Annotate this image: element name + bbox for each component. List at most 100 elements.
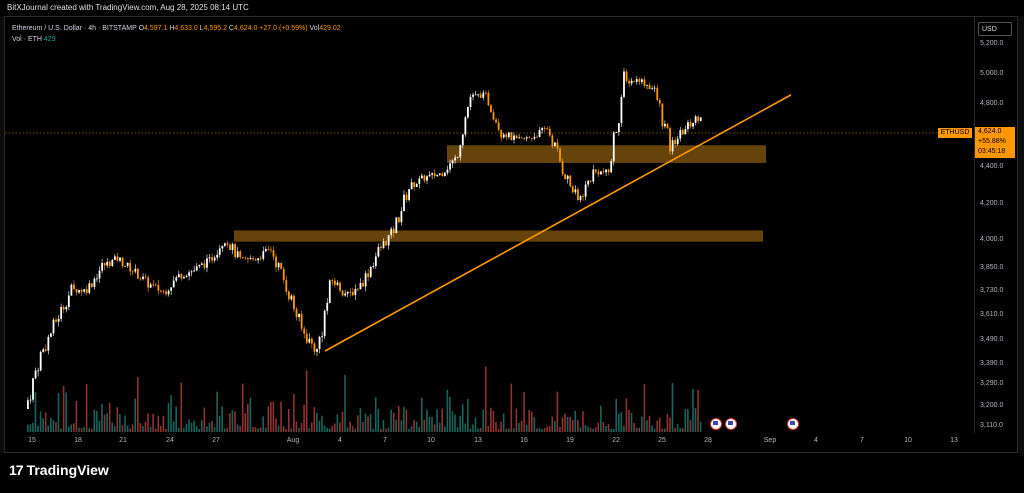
candle[interactable] [259, 258, 262, 260]
candle[interactable] [42, 349, 45, 352]
candle[interactable] [610, 161, 613, 173]
candle[interactable] [605, 169, 607, 173]
candle[interactable] [510, 132, 513, 140]
candle[interactable] [93, 278, 96, 288]
candle[interactable] [390, 228, 393, 236]
candle[interactable] [37, 370, 40, 372]
candle[interactable] [431, 173, 434, 175]
candle[interactable] [195, 266, 198, 271]
candle[interactable] [403, 194, 405, 212]
candle[interactable] [298, 313, 300, 318]
candle[interactable] [52, 319, 55, 334]
candle[interactable] [528, 137, 531, 139]
candle[interactable] [231, 244, 234, 250]
candle[interactable] [405, 194, 408, 200]
candle[interactable] [633, 80, 636, 82]
candle[interactable] [426, 176, 428, 181]
candle[interactable] [694, 116, 697, 123]
candle[interactable] [226, 243, 229, 245]
candle[interactable] [188, 272, 190, 276]
candle[interactable] [351, 291, 354, 296]
candle[interactable] [29, 399, 32, 401]
candle[interactable] [579, 196, 582, 201]
candle[interactable] [566, 175, 569, 180]
candle[interactable] [507, 132, 510, 137]
candle[interactable] [80, 290, 83, 292]
candle[interactable] [129, 262, 132, 272]
candle[interactable] [584, 184, 587, 197]
candle[interactable] [354, 288, 357, 296]
candle[interactable] [124, 265, 127, 267]
candle[interactable] [395, 217, 398, 234]
candle[interactable] [75, 289, 78, 293]
candle[interactable] [27, 400, 29, 409]
candle[interactable] [651, 88, 654, 90]
candle[interactable] [625, 71, 628, 81]
candle[interactable] [487, 92, 490, 106]
candle[interactable] [428, 174, 431, 177]
candle[interactable] [144, 276, 147, 278]
candle[interactable] [600, 171, 602, 175]
us-event-flag-icon[interactable] [710, 418, 722, 430]
candle[interactable] [262, 251, 265, 259]
candle[interactable] [484, 92, 487, 94]
candle[interactable] [85, 289, 88, 293]
candle[interactable] [464, 117, 467, 135]
candle[interactable] [681, 130, 684, 135]
candle[interactable] [459, 145, 462, 158]
candle[interactable] [538, 130, 541, 137]
candle[interactable] [282, 268, 285, 281]
candle[interactable] [587, 180, 590, 185]
candle[interactable] [277, 263, 280, 268]
candle[interactable] [44, 349, 47, 351]
candle[interactable] [449, 163, 451, 170]
candle[interactable] [142, 276, 144, 280]
candle[interactable] [684, 129, 687, 135]
ascending-trendline[interactable] [324, 94, 792, 352]
candle[interactable] [293, 295, 295, 310]
price-axis[interactable] [974, 17, 1019, 433]
candle[interactable] [617, 123, 620, 133]
candle[interactable] [607, 169, 610, 173]
candle[interactable] [147, 277, 150, 288]
candle[interactable] [149, 284, 152, 288]
candle[interactable] [32, 378, 34, 400]
candle[interactable] [418, 178, 421, 184]
candle[interactable] [162, 290, 165, 292]
candle[interactable] [229, 244, 231, 250]
candle[interactable] [175, 277, 178, 281]
candle[interactable] [285, 280, 288, 292]
candle[interactable] [548, 128, 551, 136]
candle[interactable] [65, 307, 68, 310]
candle[interactable] [170, 287, 173, 291]
candle[interactable] [223, 243, 226, 246]
candle[interactable] [39, 351, 42, 371]
candle[interactable] [541, 128, 544, 131]
candle[interactable] [218, 248, 221, 255]
candle[interactable] [392, 228, 395, 234]
candle[interactable] [73, 284, 75, 290]
candle[interactable] [436, 174, 439, 177]
candle[interactable] [410, 182, 413, 190]
candle[interactable] [546, 128, 549, 130]
candle[interactable] [206, 258, 208, 268]
candle[interactable] [272, 250, 275, 257]
candle[interactable] [400, 211, 403, 223]
candle[interactable] [630, 80, 633, 84]
candle[interactable] [564, 174, 567, 180]
candle[interactable] [357, 288, 359, 290]
candle[interactable] [689, 122, 692, 127]
candle[interactable] [441, 173, 444, 177]
candle[interactable] [505, 134, 508, 137]
candle[interactable] [119, 257, 121, 261]
support-resistance-zone[interactable] [447, 145, 766, 163]
candle[interactable] [106, 261, 109, 266]
candle[interactable] [267, 248, 270, 250]
candle[interactable] [415, 183, 418, 188]
candle[interactable] [525, 137, 528, 139]
candle[interactable] [316, 348, 318, 352]
candle[interactable] [479, 94, 482, 98]
candle[interactable] [377, 246, 380, 257]
candle[interactable] [474, 94, 477, 96]
candle[interactable] [213, 257, 216, 261]
